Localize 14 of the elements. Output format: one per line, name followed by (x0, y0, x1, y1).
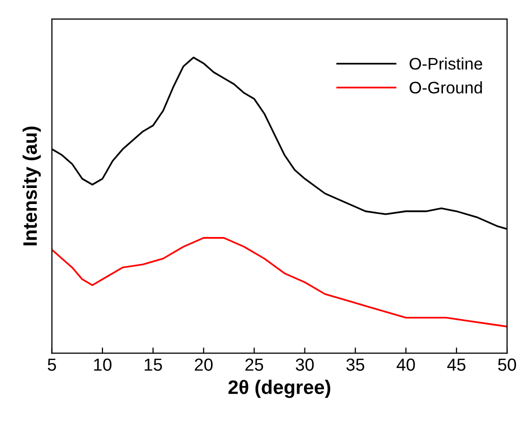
x-tick-label: 45 (447, 358, 466, 371)
y-axis-title: Intensity (au) (22, 126, 41, 246)
x-tick-label: 5 (48, 358, 56, 371)
x-tick-label: 35 (346, 358, 364, 371)
legend-label: O-Pristine (410, 57, 482, 70)
x-tick-label: 30 (296, 358, 314, 371)
x-tick-label: 10 (94, 358, 112, 371)
x-axis-title: 2θ (degree) (228, 380, 330, 398)
x-tick-label: 50 (498, 358, 516, 371)
legend-label: O-Ground (410, 81, 482, 94)
x-tick-label: 15 (144, 358, 162, 371)
x-tick-label: 25 (245, 358, 264, 371)
x-tick-label: 40 (396, 358, 415, 371)
x-tick-label: 20 (194, 358, 213, 371)
